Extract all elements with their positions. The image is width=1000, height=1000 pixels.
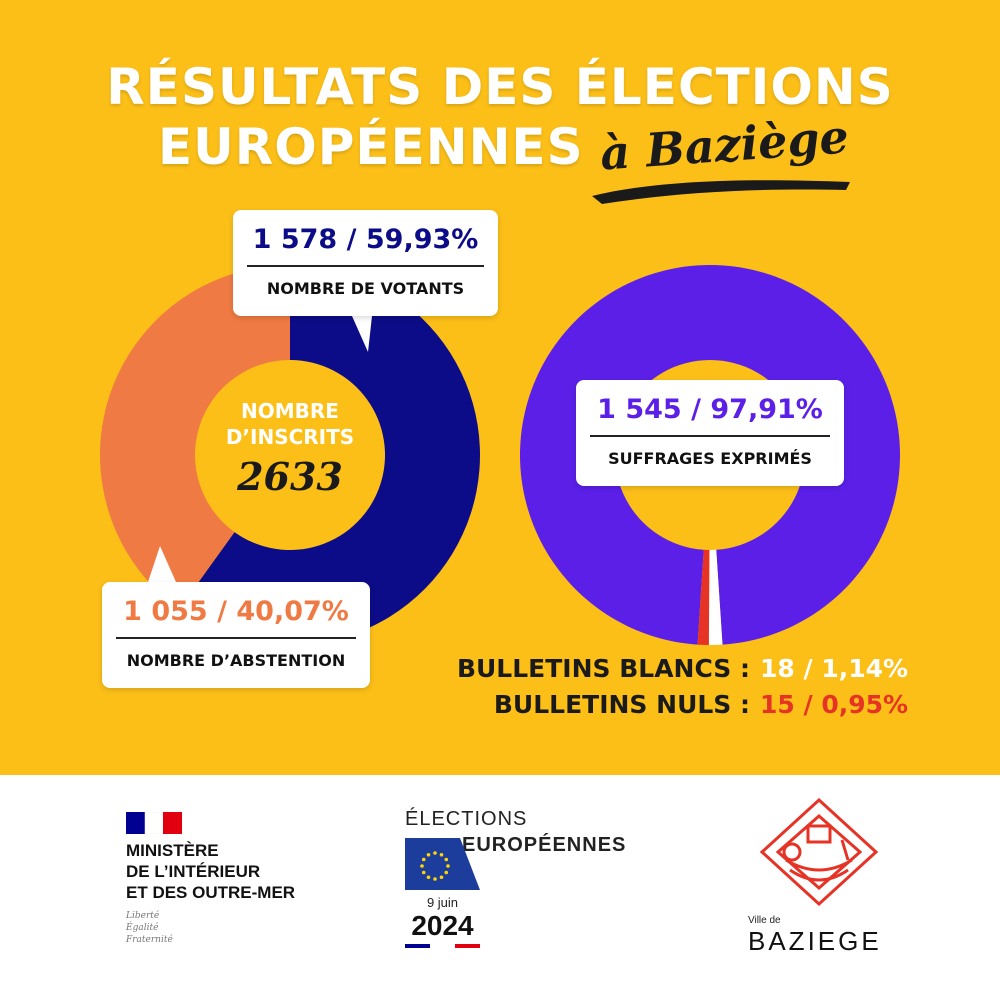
charts-canvas — [99, 265, 901, 645]
ville-de-label: Ville de — [748, 915, 781, 926]
election-date: 9 juin — [426, 895, 459, 910]
card-divider — [590, 435, 830, 437]
votants-percent: 59,93% — [365, 224, 479, 255]
elections-label: ÉLECTIONS — [405, 808, 528, 830]
card-suffrages: 1 545 / 97,91% SUFFRAGES EXPRIMÉS — [576, 380, 844, 486]
suffrages-percent: 97,91% — [710, 394, 823, 425]
center-total-inscrits: 2633 — [237, 454, 343, 499]
bulletins-nuls-label: BULLETINS NULS : — [493, 690, 750, 719]
eu-star-icon — [421, 857, 426, 862]
abstention-percent: 40,07% — [236, 596, 349, 627]
suffrages-value: 1 545 — [597, 394, 682, 425]
eu-star-icon — [439, 875, 444, 880]
europeennes-label: EUROPÉENNES — [462, 834, 627, 856]
slice-bulletins-nuls — [697, 549, 710, 645]
suffrages-label: SUFFRAGES EXPRIMÉS — [608, 449, 812, 468]
center-label-inscrits: NOMBRE D’INSCRITS — [225, 399, 355, 449]
slice-bulletins-blancs — [708, 549, 723, 645]
eu-star-icon — [444, 870, 449, 875]
card-divider — [247, 265, 484, 267]
election-year: 2024 — [411, 910, 474, 941]
bulletins-blancs-label: BULLETINS BLANCS : — [456, 654, 750, 683]
eu-flag-icon — [405, 838, 480, 890]
marianne-flag-icon — [126, 812, 182, 834]
votants-value: 1 578 — [252, 224, 338, 255]
slice-suffrages-exprim-s — [520, 265, 901, 645]
card-pointer-abstention — [148, 546, 176, 582]
eu-star-icon — [421, 870, 426, 875]
slice-nombre-de-votants — [178, 265, 480, 645]
eu-star-icon — [444, 857, 449, 862]
tricolor-bar-icon — [405, 944, 480, 948]
donut-inscrits — [99, 265, 480, 645]
card-divider — [116, 637, 356, 639]
page-title-line1: RÉSULTATS DES ÉLECTIONS — [106, 58, 894, 116]
eu-star-icon — [446, 864, 450, 868]
abstention-label: NOMBRE D’ABSTENTION — [126, 651, 346, 670]
abstention-value: 1 055 — [123, 596, 208, 627]
eu-star-icon — [426, 852, 431, 857]
eu-star-icon — [433, 877, 437, 881]
donut-votants — [520, 265, 901, 645]
eu-star-icon — [426, 875, 431, 880]
ministere-name: MINISTÈRE DE L’INTÉRIEUR ET DES OUTRE-ME… — [126, 841, 296, 902]
card-pointer-votants — [352, 316, 372, 352]
brush-underline-icon — [592, 180, 850, 204]
ministere-devise: Liberté Égalité Fraternité — [126, 911, 173, 945]
eu-star-icon — [420, 864, 424, 868]
bulletins-nuls-value: 15 / 0,95% — [760, 690, 909, 719]
bulletins-blancs-value: 18 / 1,14% — [760, 654, 909, 683]
baziege-crest-icon — [759, 797, 879, 907]
slice-nombre-d-abstention — [99, 265, 291, 610]
eu-star-icon — [439, 852, 444, 857]
ville-name: BAZIEGE — [748, 926, 882, 956]
page-title-line2: EUROPÉENNES — [158, 118, 584, 176]
eu-star-icon — [433, 851, 437, 855]
votants-label: NOMBRE DE VOTANTS — [266, 279, 465, 298]
card-abstention: 1 055 / 40,07% NOMBRE D’ABSTENTION — [102, 582, 370, 688]
card-votants: 1 578 / 59,93% NOMBRE DE VOTANTS — [233, 210, 498, 316]
